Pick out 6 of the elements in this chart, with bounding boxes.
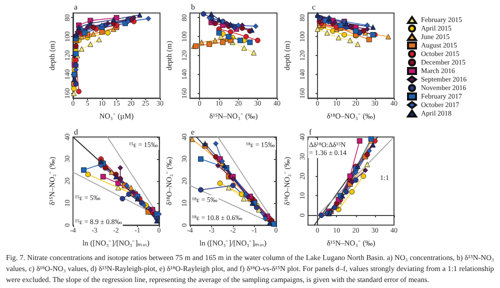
chart-title: c — [312, 2, 316, 12]
chart-title: e — [191, 128, 195, 136]
chart-title: f — [309, 128, 312, 136]
chart-title: a — [74, 2, 78, 12]
chart-title: d — [74, 128, 78, 136]
chart-title: b — [191, 2, 195, 12]
